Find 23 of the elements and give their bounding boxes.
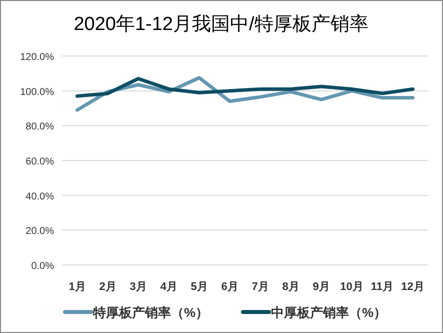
- y-tick-label: 100.0%: [20, 86, 54, 98]
- x-tick-label: 11月: [370, 281, 394, 293]
- y-tick-label: 0.0%: [31, 261, 54, 272]
- x-tick-label: 5月: [190, 281, 208, 293]
- x-tick-label: 7月: [252, 281, 269, 293]
- legend-label: 中厚板产销率（%）: [271, 305, 387, 320]
- legend-label: 特厚板产销率（%）: [92, 305, 209, 320]
- x-tick-label: 12月: [401, 281, 424, 293]
- y-tick-label: 60.0%: [26, 156, 54, 168]
- y-tick-label: 80.0%: [26, 122, 54, 133]
- line-series: [76, 76, 414, 98]
- x-tick-label: 4月: [160, 281, 178, 293]
- x-tick-label: 10月: [340, 281, 364, 293]
- x-tick-label: 9月: [312, 281, 330, 293]
- x-tick-label: 1月: [68, 281, 86, 293]
- x-tick-label: 2月: [99, 281, 116, 293]
- x-tick-label: 3月: [130, 281, 147, 293]
- x-tick-label: 6月: [221, 281, 238, 293]
- y-tick-label: 20.0%: [26, 226, 54, 238]
- x-tick-label: 8月: [282, 281, 300, 293]
- y-tick-label: 120.0%: [20, 52, 54, 63]
- chart-title: 2020年1-12月我国中/特厚板产销率: [74, 13, 368, 35]
- y-tick-label: 40.0%: [26, 191, 54, 202]
